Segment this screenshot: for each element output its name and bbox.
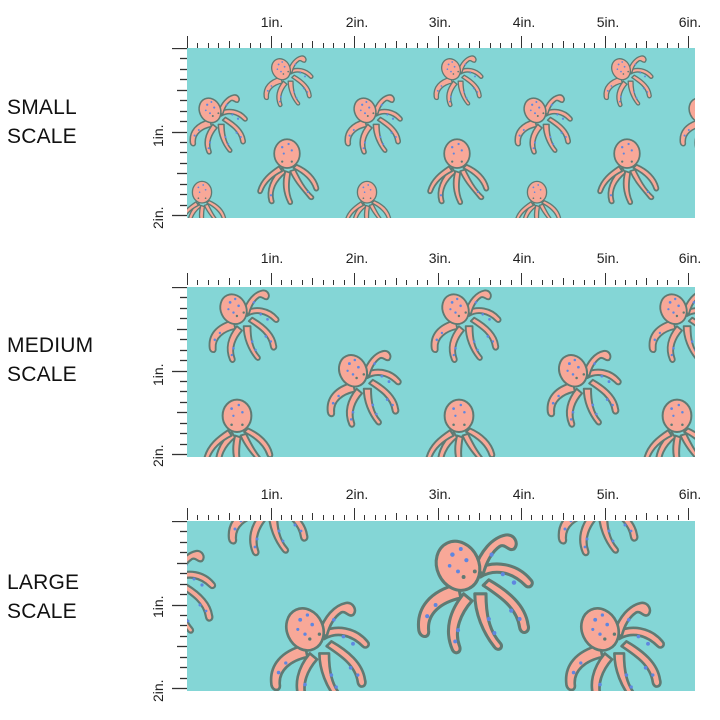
ruler-label: 1in. (260, 14, 284, 30)
ruler-label: 2in. (345, 486, 369, 502)
horizontal-ruler-labels: 1in. 2in. 3in. 4in. 5in. 6in. (0, 250, 720, 270)
section-medium-scale: MEDIUM SCALE 1in. 2in. 3in. 4in. 5in. 6i… (0, 250, 720, 467)
scale-label-line2: SCALE (7, 600, 77, 623)
ruler-label: 4in. (512, 486, 536, 502)
scale-label-line1: LARGE (7, 571, 80, 594)
scale-label-small: SMALL SCALE (7, 93, 77, 151)
ruler-label: 5in. (596, 250, 620, 266)
scale-label-large: LARGE SCALE (7, 568, 79, 626)
ruler-label: 5in. (596, 14, 620, 30)
fabric-swatch-small (187, 48, 695, 218)
ruler-label: 3in. (428, 250, 452, 266)
ruler-label: 6in. (678, 486, 702, 502)
vertical-ruler (172, 48, 187, 218)
fabric-swatch-medium (187, 287, 695, 457)
ruler-label: 2in. (345, 250, 369, 266)
ruler-label: 4in. (512, 250, 536, 266)
scale-label-line2: SCALE (7, 363, 77, 386)
ruler-label: 6in. (678, 14, 702, 30)
horizontal-ruler (187, 36, 695, 48)
horizontal-ruler-labels: 1in. 2in. 3in. 4in. 5in. 6in. (0, 14, 720, 34)
scale-label-line1: SMALL (7, 96, 77, 119)
vertical-ruler-label: 2in. (150, 679, 166, 702)
vertical-ruler-label: 1in. (150, 595, 166, 618)
vertical-ruler (172, 287, 187, 457)
ruler-label: 6in. (678, 250, 702, 266)
ruler-label: 3in. (428, 14, 452, 30)
horizontal-ruler-labels: 1in. 2in. 3in. 4in. 5in. 6in. (0, 486, 720, 506)
ruler-label: 2in. (345, 14, 369, 30)
vertical-ruler (172, 521, 187, 691)
ruler-label: 1in. (260, 486, 284, 502)
scale-label-medium: MEDIUM SCALE (7, 331, 93, 389)
horizontal-ruler (187, 273, 695, 285)
octopus-pattern-large (187, 521, 666, 691)
fabric-swatch-large (187, 521, 695, 691)
scale-label-line1: MEDIUM (7, 334, 94, 357)
section-small-scale: SMALL SCALE 1in. 2in. 3in. 4in. 5in. 6in… (0, 0, 720, 230)
ruler-label: 3in. (428, 486, 452, 502)
ruler-label: 1in. (260, 250, 284, 266)
horizontal-ruler (187, 508, 695, 520)
scale-label-line2: SCALE (7, 125, 77, 148)
ruler-label: 4in. (512, 14, 536, 30)
ruler-label: 5in. (596, 486, 620, 502)
